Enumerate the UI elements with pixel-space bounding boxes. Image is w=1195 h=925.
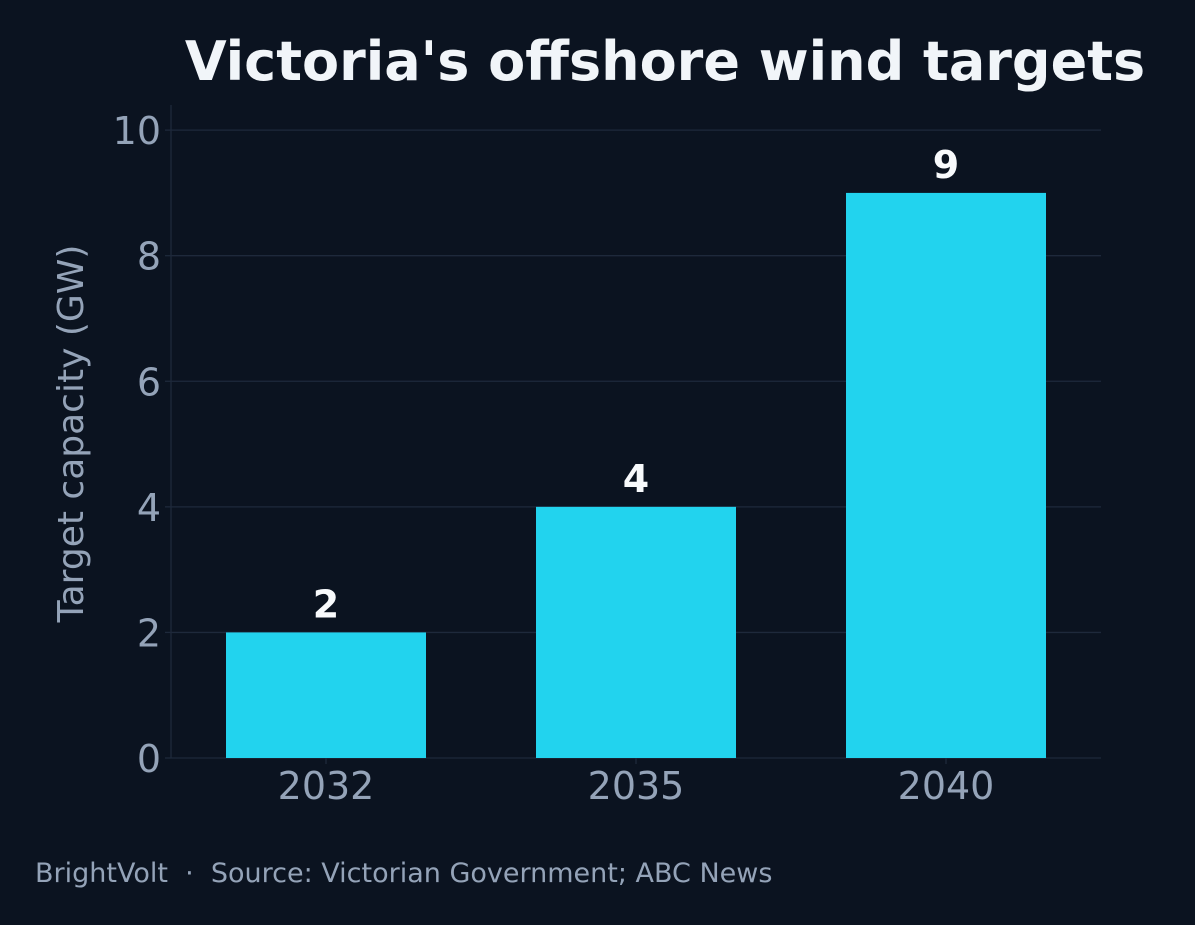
- x-tick-label: 2040: [898, 764, 995, 808]
- y-tick-label: 8: [137, 235, 161, 279]
- bar: [226, 632, 426, 758]
- y-tick-label: 4: [137, 486, 161, 530]
- bar-value-label: 4: [623, 457, 649, 501]
- y-tick-label: 2: [137, 611, 161, 655]
- footer-separator: ·: [185, 858, 194, 889]
- footer-brand: BrightVolt: [35, 858, 168, 889]
- bar: [846, 192, 1046, 759]
- x-tick-labels: 2032 2035 2040: [278, 758, 995, 808]
- y-tick-label: 6: [137, 360, 161, 404]
- chart-title: Victoria's offshore wind targets: [185, 30, 1145, 93]
- y-axis-label: Target capacity (GW): [51, 245, 92, 624]
- y-tick-label: 0: [137, 737, 161, 781]
- y-tick-label: 10: [113, 109, 161, 153]
- footer: BrightVolt · Source: Victorian Governmen…: [35, 858, 772, 889]
- value-labels: 2 4 9: [313, 143, 959, 627]
- bar: [536, 506, 736, 758]
- y-tick-labels: 0 2 4 6 8 10: [113, 109, 161, 781]
- footer-source: Source: Victorian Government; ABC News: [210, 858, 773, 889]
- bars: [226, 192, 1046, 759]
- x-tick-label: 2032: [278, 764, 375, 808]
- bar-value-label: 9: [933, 143, 959, 187]
- bar-value-label: 2: [313, 582, 339, 626]
- x-tick-label: 2035: [588, 764, 685, 808]
